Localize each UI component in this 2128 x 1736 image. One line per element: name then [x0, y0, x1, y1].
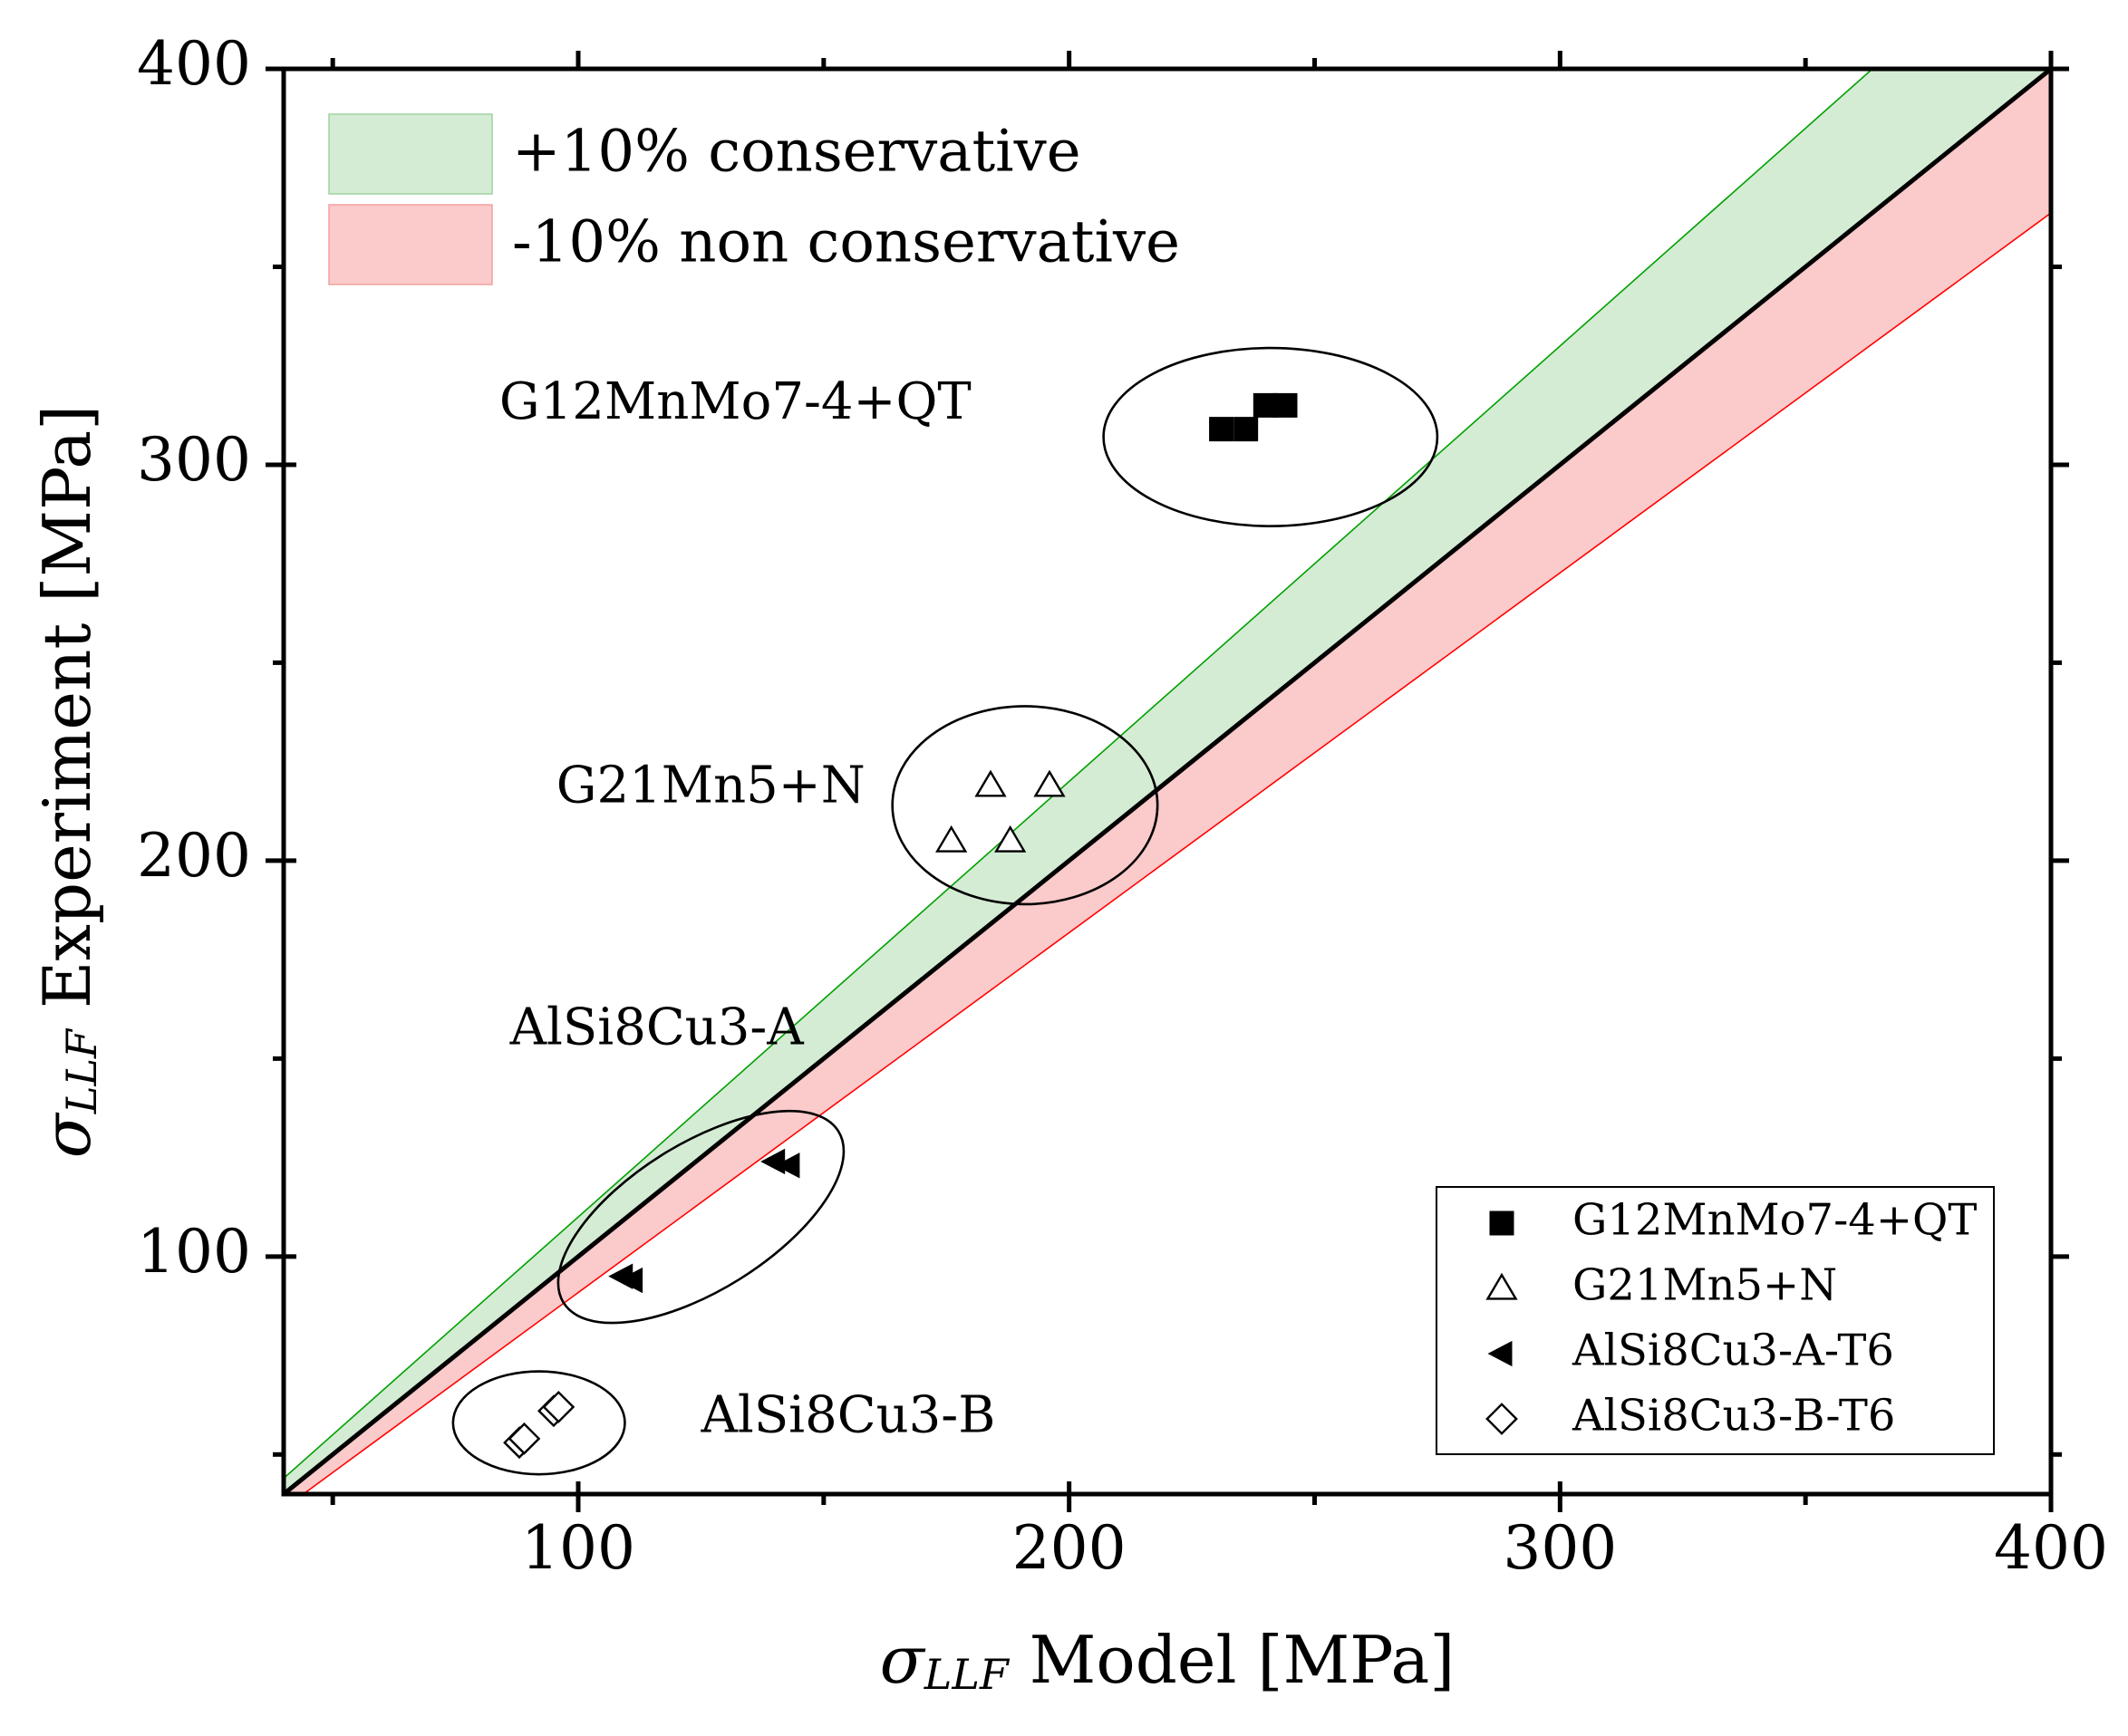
- group-annotation-0: G12MnMo7-4+QT: [499, 372, 972, 431]
- data-point-3-1: [508, 1422, 541, 1455]
- series-legend-label-3: AlSi8Cu3-B-T6: [1572, 1391, 1895, 1442]
- series-legend-marker-1: [1485, 1272, 1518, 1300]
- data-point-2-0: [760, 1148, 786, 1175]
- band-non-conservative-edge: [302, 212, 2051, 1494]
- group-annotation-3: AlSi8Cu3-B: [700, 1385, 995, 1444]
- series-legend-label-2: AlSi8Cu3-A-T6: [1572, 1326, 1894, 1376]
- y-tick-label: 400: [137, 29, 251, 99]
- x-axis-label: σLLF Model [MPa]: [880, 1622, 1456, 1699]
- band-legend: +10% conservative -10% non conservative: [328, 113, 1180, 285]
- data-point-2-1: [775, 1153, 800, 1179]
- data-point-1-3: [994, 825, 1027, 853]
- band-legend-label-0: +10% conservative: [512, 119, 1081, 186]
- group-annotation-2: AlSi8Cu3-A: [509, 998, 805, 1056]
- band-conservative-edge: [284, 69, 1874, 1480]
- markers-layer: [503, 392, 1298, 1460]
- y-tick-label: 200: [137, 821, 251, 891]
- series-legend-label-1: G21Mn5+N: [1572, 1260, 1837, 1311]
- y-axis-label: σLLF Experiment [MPa]: [29, 405, 106, 1158]
- data-point-2-3: [618, 1267, 643, 1294]
- group-annotation-1: G21Mn5+N: [556, 757, 866, 815]
- group-annotations-layer: G12MnMo7-4+QT G21Mn5+N AlSi8Cu3-A AlSi8Cu3-…: [499, 372, 995, 1445]
- group-ellipse-1: [891, 705, 1159, 906]
- data-point-0-0: [1209, 417, 1234, 442]
- band-legend-swatch-1: [328, 204, 493, 285]
- reference-line-layer: [284, 69, 2051, 1494]
- series-legend: G12MnMo7-4+QT G21Mn5+N AlSi8Cu3-A-T6 AlSi8C…: [1436, 1186, 1995, 1455]
- band-legend-swatch-0: [328, 113, 493, 195]
- group-ellipses-layer: [451, 346, 1439, 1476]
- series-legend-marker-2: [1487, 1340, 1513, 1367]
- series-legend-label-0: G12MnMo7-4+QT: [1572, 1195, 1977, 1246]
- y-tick-label: 300: [137, 425, 251, 495]
- x-tick-label: 300: [1503, 1513, 1617, 1583]
- y-tick-label: 100: [137, 1217, 251, 1287]
- data-point-1-1: [1033, 769, 1066, 797]
- group-ellipse-0: [1102, 346, 1439, 527]
- axes-layer: 100 200 300 400 100 200 300 400: [137, 29, 2108, 1583]
- group-ellipse-3: [451, 1370, 626, 1476]
- axis-labels: σLLF Model [MPa] σLLF Experiment [MPa]: [29, 405, 1455, 1699]
- data-point-1-2: [935, 825, 968, 853]
- series-legend-box: [1436, 1186, 1995, 1455]
- plot-frame: [281, 66, 2054, 1497]
- x-tick-label: 400: [1994, 1513, 2108, 1583]
- series-legend-marker-0: [1489, 1210, 1514, 1236]
- reference-line-y-equals-x: [284, 69, 2051, 1494]
- x-tick-label: 200: [1012, 1513, 1127, 1583]
- data-point-3-3: [542, 1390, 576, 1423]
- data-point-1-0: [974, 769, 1007, 797]
- group-ellipse-2: [556, 1109, 846, 1325]
- x-tick-label: 100: [521, 1513, 635, 1583]
- data-point-0-3: [1272, 392, 1298, 418]
- data-point-0-1: [1233, 417, 1259, 442]
- series-legend-marker-3: [1485, 1403, 1518, 1435]
- band-legend-label-1: -10% non conservative: [512, 209, 1180, 276]
